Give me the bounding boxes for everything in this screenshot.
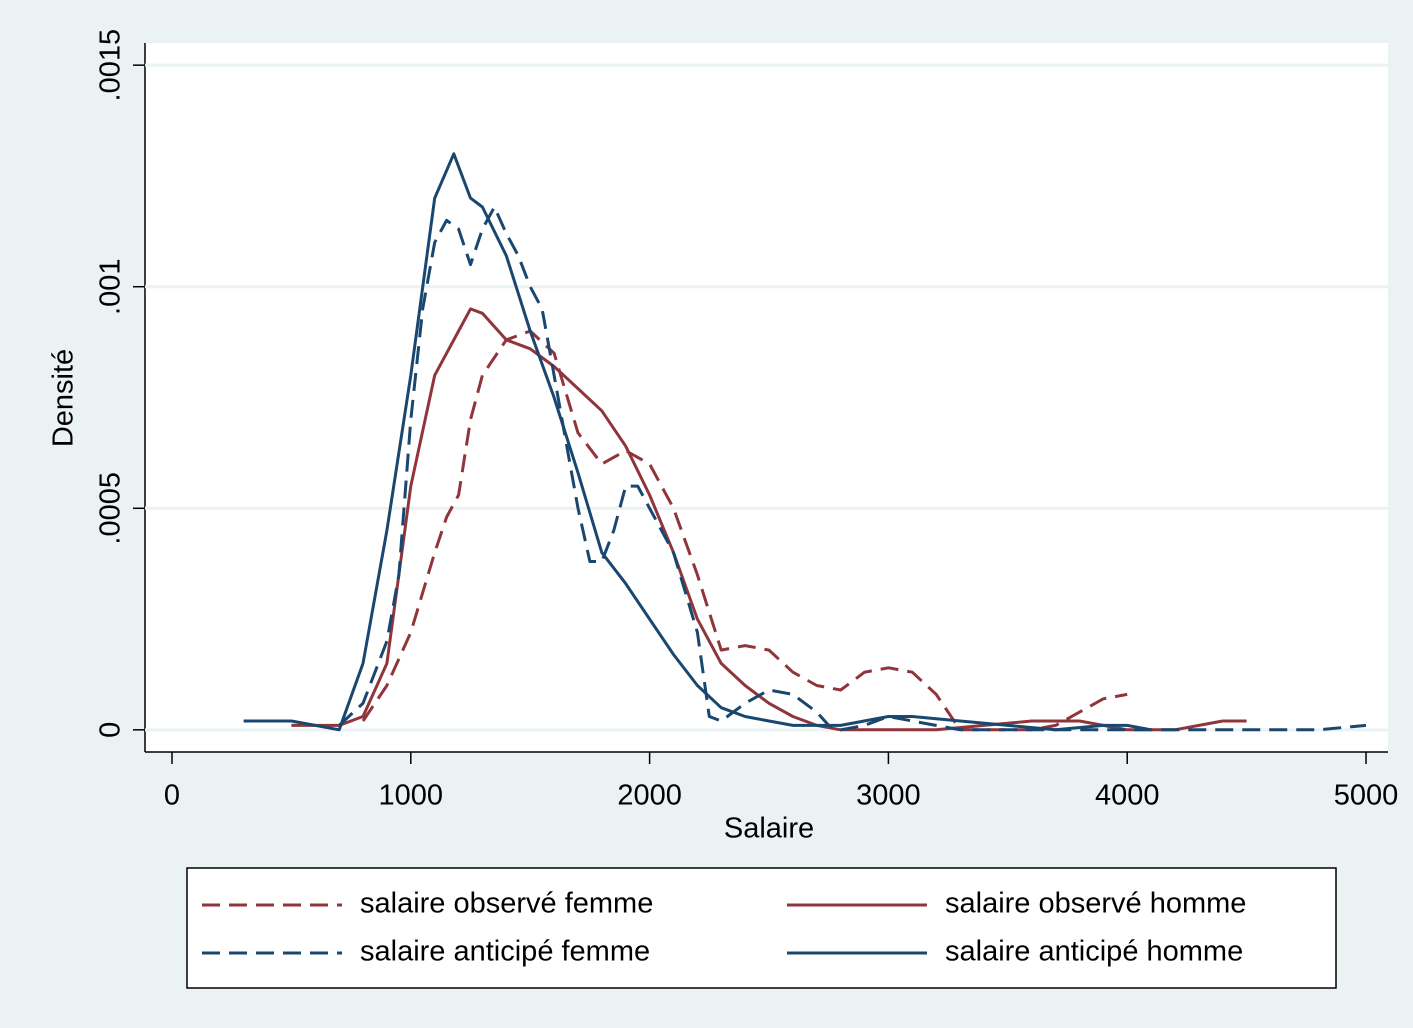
- x-tick-label: 5000: [1334, 780, 1399, 812]
- x-tick-label: 1000: [379, 780, 444, 812]
- density-line: [361, 329, 1128, 732]
- x-tick-label: 3000: [856, 780, 921, 812]
- density-line: [338, 205, 1367, 732]
- x-tick-label: 2000: [617, 780, 682, 812]
- y-tick-label: .001: [95, 258, 127, 314]
- y-axis-title: Densité: [48, 349, 80, 447]
- plot-area: [145, 43, 1388, 752]
- y-tick-label: .0005: [95, 472, 127, 545]
- x-tick-label: 4000: [1095, 780, 1160, 812]
- legend-label: salaire anticipé femme: [360, 936, 650, 968]
- legend-label: salaire observé homme: [945, 888, 1246, 920]
- density-line: [243, 152, 1152, 732]
- x-tick-label: 0: [164, 780, 180, 812]
- legend-label: salaire observé femme: [360, 888, 653, 920]
- y-tick-label: 0: [95, 722, 127, 738]
- legend: [186, 867, 1337, 989]
- x-axis-title: Salaire: [724, 813, 814, 845]
- y-tick-label: .0015: [95, 29, 127, 102]
- legend-label: salaire anticipé homme: [945, 936, 1243, 968]
- density-line: [291, 307, 1247, 732]
